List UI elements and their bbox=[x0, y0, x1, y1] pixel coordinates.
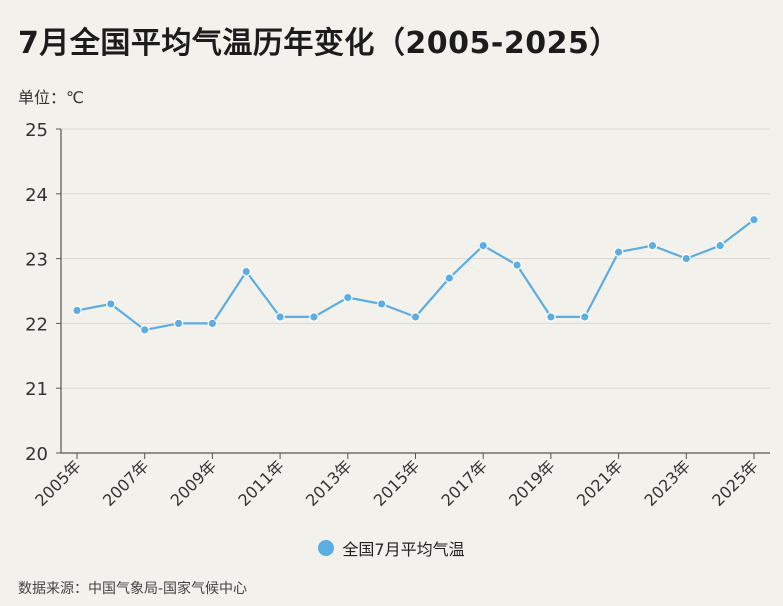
x-tick-label: 2007年 bbox=[99, 456, 153, 510]
x-tick-label: 2021年 bbox=[573, 456, 627, 510]
legend-marker-icon bbox=[318, 540, 335, 556]
data-point[interactable] bbox=[647, 240, 658, 251]
axes bbox=[56, 128, 770, 459]
x-tick-label: 2013年 bbox=[302, 456, 356, 510]
x-tick-labels: 2005年 2007年 2009年 2011年 2013年 2015年 2017年 2019年… bbox=[31, 456, 762, 510]
data-point[interactable] bbox=[207, 318, 218, 329]
data-point[interactable] bbox=[241, 266, 252, 277]
data-point[interactable] bbox=[106, 299, 116, 309]
data-point[interactable] bbox=[275, 312, 285, 322]
x-tick-label: 2017年 bbox=[437, 456, 491, 510]
y-tick-label: 25 bbox=[25, 120, 48, 141]
legend[interactable]: 全国7月平均气温 bbox=[0, 536, 783, 560]
data-point[interactable] bbox=[579, 312, 590, 322]
data-point[interactable] bbox=[478, 240, 488, 251]
y-tick-label: 20 bbox=[25, 444, 48, 465]
series-layer bbox=[72, 214, 759, 335]
y-tick-label: 23 bbox=[25, 250, 48, 271]
x-tick-label: 2019年 bbox=[505, 456, 559, 510]
data-point[interactable] bbox=[410, 312, 421, 322]
data-source: 数据来源：中国气象局-国家气候中心 bbox=[18, 581, 248, 597]
grid-lines bbox=[61, 128, 770, 389]
x-tick-label: 2009年 bbox=[167, 456, 221, 510]
y-tick-label: 24 bbox=[25, 185, 48, 206]
data-point[interactable] bbox=[681, 253, 692, 264]
data-point[interactable] bbox=[512, 260, 522, 270]
legend-label: 全国7月平均气温 bbox=[342, 540, 465, 559]
data-point[interactable] bbox=[376, 299, 387, 309]
chart-title: 7月全国平均气温历年变化（2005-2025） bbox=[18, 26, 620, 61]
data-point[interactable] bbox=[139, 325, 150, 335]
y-tick-label: 22 bbox=[25, 314, 48, 335]
data-point[interactable] bbox=[309, 312, 319, 322]
data-point[interactable] bbox=[715, 240, 725, 251]
data-point[interactable] bbox=[342, 292, 353, 303]
data-point[interactable] bbox=[72, 305, 82, 316]
x-tick-label: 2015年 bbox=[370, 456, 424, 510]
y-tick-label: 21 bbox=[25, 379, 48, 400]
y-tick-labels: 20 21 22 23 24 25 bbox=[25, 120, 48, 465]
unit-label: 单位：℃ bbox=[18, 88, 84, 107]
data-point[interactable] bbox=[546, 312, 556, 322]
data-point[interactable] bbox=[173, 318, 184, 329]
x-tick-label: 2023年 bbox=[641, 456, 695, 510]
x-tick-label: 2025年 bbox=[708, 456, 762, 510]
data-point[interactable] bbox=[444, 273, 455, 283]
data-point[interactable] bbox=[613, 247, 624, 257]
x-tick-label: 2011年 bbox=[234, 456, 288, 510]
data-point[interactable] bbox=[749, 214, 759, 225]
